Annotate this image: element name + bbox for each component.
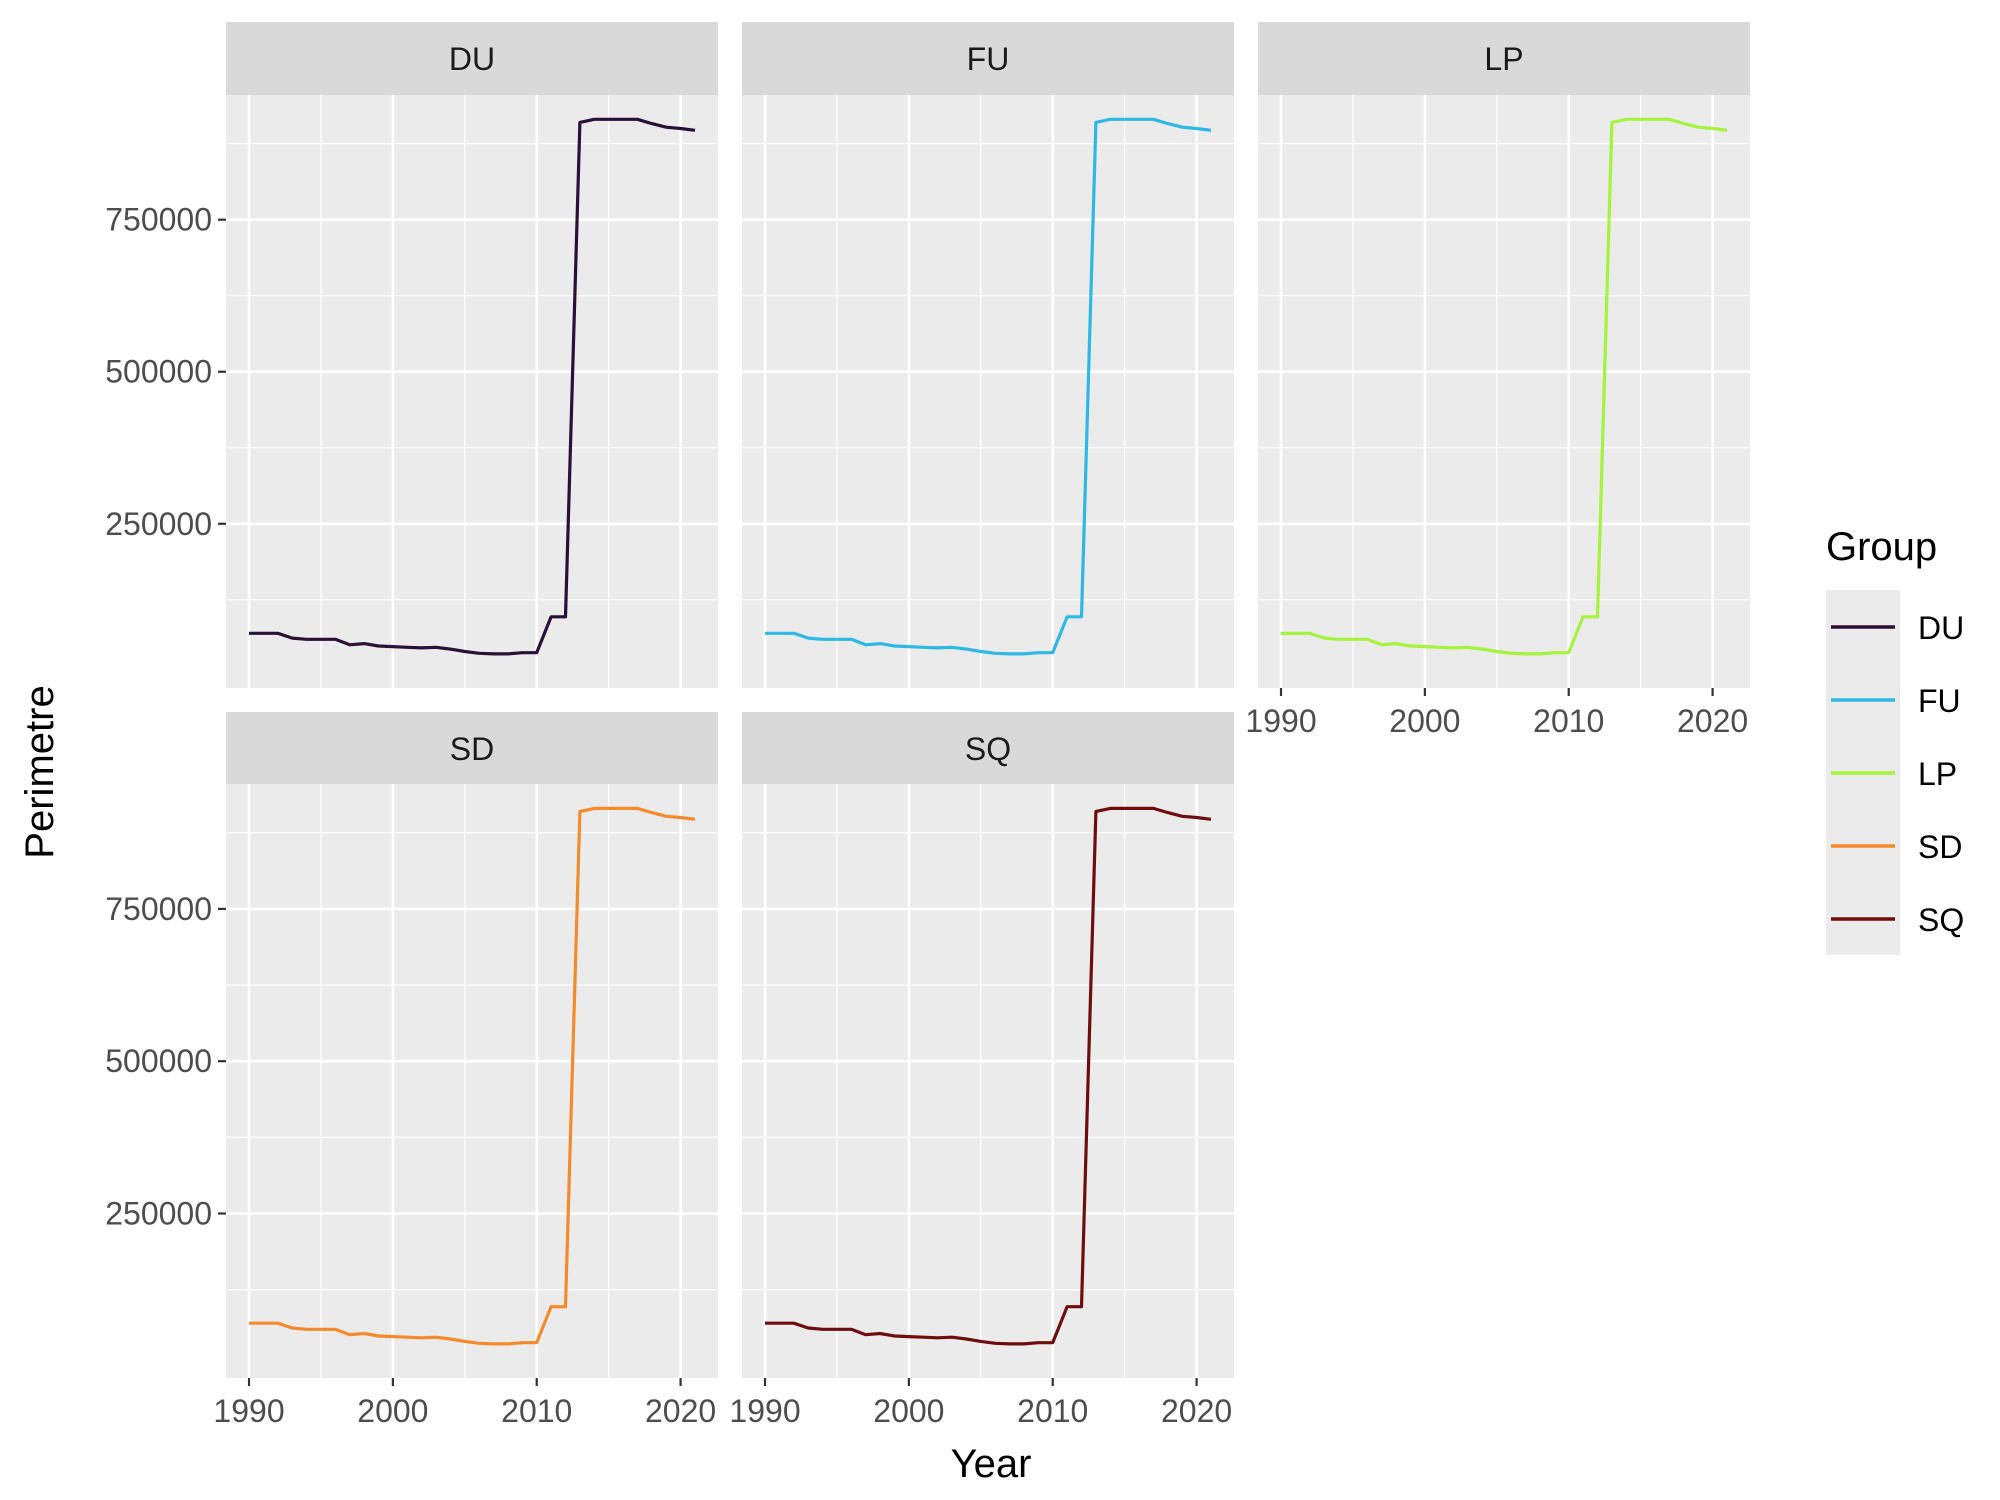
- legend-item-du: DU: [1831, 610, 1964, 646]
- facet-strip: [226, 22, 718, 95]
- y-axis-title: Perimetre: [18, 685, 62, 858]
- series-line-lp: [1281, 117, 1728, 656]
- legend-title: Group: [1826, 525, 1937, 569]
- panel-background: [742, 95, 1234, 688]
- x-tick-label: 2010: [1533, 703, 1604, 739]
- facet-panel-lp: LP: [1258, 22, 1750, 688]
- x-tick-label: 2010: [501, 1393, 572, 1429]
- x-tick-label: 1990: [213, 1393, 284, 1429]
- series-line-sd: [249, 806, 696, 1346]
- facet-strip-label: DU: [449, 41, 495, 77]
- facet-panel-sd: SD: [226, 712, 718, 1378]
- facet-strip-label: LP: [1484, 41, 1523, 77]
- facet-strip-label: SQ: [965, 731, 1011, 767]
- panel-background: [742, 784, 1234, 1378]
- x-tick-label: 1990: [729, 1393, 800, 1429]
- x-tick-label: 2020: [645, 1393, 716, 1429]
- y-axes: 250000 500000 750000 250000 500000 750000: [105, 202, 226, 1232]
- y-tick-label: 500000: [105, 1043, 212, 1079]
- legend-item-fu: FU: [1831, 683, 1961, 719]
- facet-strip: [1258, 22, 1750, 95]
- legend-label: SQ: [1918, 902, 1964, 938]
- series-line-fu: [765, 117, 1212, 656]
- x-tick-label: 2020: [1677, 703, 1748, 739]
- y-tick-label: 250000: [105, 506, 212, 542]
- x-tick-label: 2000: [357, 1393, 428, 1429]
- x-tick-label: 2000: [1389, 703, 1460, 739]
- series-line-sq: [765, 806, 1212, 1346]
- legend-label: FU: [1918, 683, 1961, 719]
- panel-background: [226, 95, 718, 688]
- x-axes: 1990 2000 2010 2020 1990 2000 2010 2020 1990 2000…: [213, 688, 1748, 1429]
- series-line-du: [249, 117, 696, 656]
- y-tick-label: 750000: [105, 202, 212, 238]
- y-tick-label: 750000: [105, 891, 212, 927]
- legend-label: SD: [1918, 829, 1962, 865]
- legend-item-sd: SD: [1831, 829, 1962, 865]
- x-tick-label: 2020: [1161, 1393, 1232, 1429]
- facet-panel-sq: SQ: [742, 712, 1234, 1378]
- y-tick-label: 500000: [105, 354, 212, 390]
- x-tick-label: 2010: [1017, 1393, 1088, 1429]
- facet-strip: [226, 712, 718, 784]
- legend-item-lp: LP: [1831, 756, 1957, 792]
- facet-strip: [742, 712, 1234, 784]
- x-tick-label: 1990: [1245, 703, 1316, 739]
- panel-background: [226, 784, 718, 1378]
- facet-strip-label: SD: [450, 731, 494, 767]
- x-axis-title: Year: [951, 1442, 1032, 1486]
- facet-panel-fu: FU: [742, 22, 1234, 688]
- legend-label: LP: [1918, 756, 1957, 792]
- facet-strip-label: FU: [967, 41, 1010, 77]
- y-tick-label: 250000: [105, 1196, 212, 1232]
- panel-background: [1258, 95, 1750, 688]
- facet-panel-du: DU: [226, 22, 718, 688]
- legend-item-sq: SQ: [1831, 902, 1964, 938]
- legend: Group DU FU LP SD SQ: [1826, 525, 1964, 955]
- facet-strip: [742, 22, 1234, 95]
- legend-label: DU: [1918, 610, 1964, 646]
- x-tick-label: 2000: [873, 1393, 944, 1429]
- facet-panels: DU FU LP SD SQ: [226, 22, 1750, 1378]
